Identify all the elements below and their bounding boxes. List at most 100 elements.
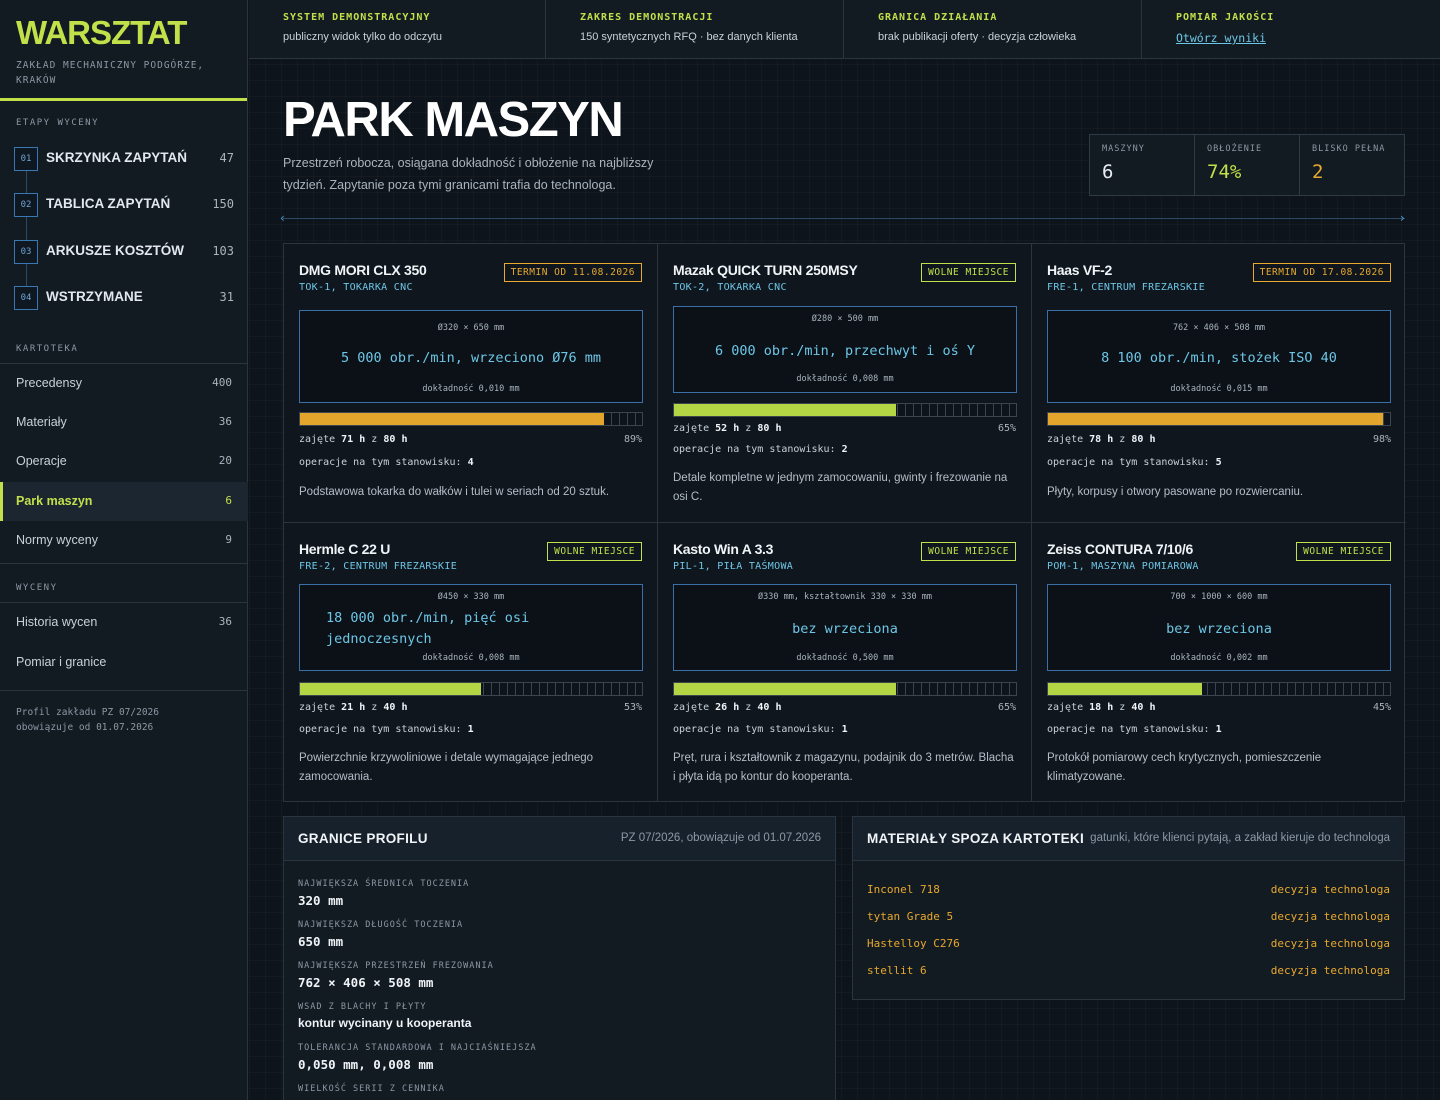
machine-grid: DMG MORI CLX 350 TOK-1, TOKARKA CNC TERMIN… (283, 243, 1406, 802)
limit-item: NAJWIĘKSZA ŚREDNICA TOCZENIA 320 mm (298, 879, 469, 908)
hours-unit: h (733, 702, 740, 713)
limit-value: 650 mm (298, 934, 344, 949)
work-envelope: Ø450 × 330 mm (437, 592, 505, 602)
stage-label: TABLICA ZAPYTAŃ (46, 196, 171, 211)
machine-card[interactable]: DMG MORI CLX 350 TOK-1, TOKARKA CNC TERMIN… (284, 244, 658, 523)
chevron-right-icon[interactable]: › (1400, 211, 1405, 225)
divider (0, 363, 248, 364)
load-percent: 53% (623, 702, 642, 713)
sidebar-item-machine-park[interactable]: Park maszyn 6 (0, 482, 248, 521)
machine-code: FRE-2, CENTRUM FREZARSKIE (299, 561, 458, 572)
page-intro: Przestrzeń robocza, osiągana dokładność … (283, 156, 654, 192)
operations-value: 2 (841, 444, 848, 455)
logo-block: WARSZTAT ZAKŁAD MECHANICZNY PODGÓRZE, KR… (0, 0, 247, 101)
load-bar (1047, 412, 1391, 426)
sidebar-item-count: 20 (218, 454, 232, 467)
machine-description: Płyty, korpusy i otwory pasowane po rozw… (1047, 486, 1304, 498)
open-results-link[interactable]: Otwórz wyniki (1176, 31, 1267, 45)
info-text: 150 syntetycznych RFQ · bez danych klien… (580, 31, 798, 43)
total-hours: 40 (757, 702, 770, 713)
limit-label: WIELKOŚĆ SERII Z CENNIKA (298, 1084, 445, 1094)
sidebar-item-precedents[interactable]: Precedensy 400 (0, 364, 248, 403)
hours-unit: h (1107, 702, 1114, 713)
operations-label: operacje na tym stanowisku: (1047, 724, 1210, 735)
material-decision: decyzja technologa (1270, 937, 1390, 950)
availability-badge: WOLNE MIEJSCE (1296, 542, 1391, 561)
load-percent: 45% (1372, 702, 1391, 713)
load-hours: zajęte 71 h z 80 h (299, 434, 407, 445)
stat-label: OBŁOŻENIE (1207, 144, 1263, 154)
info-title: ZAKRES DEMONSTRACJI (580, 12, 714, 23)
load-percent: 65% (997, 423, 1016, 434)
operations-count: operacje na tym stanowisku: 1 (673, 724, 848, 735)
stage-board[interactable]: 02 TABLICA ZAPYTAŃ 150 (0, 182, 248, 228)
load-word: z (371, 434, 378, 445)
limit-label: NAJWIĘKSZA DŁUGOŚĆ TOCZENIA (298, 920, 464, 930)
sidebar-item-operations[interactable]: Operacje 20 (0, 442, 248, 481)
machine-description: Protokół pomiarowy cech krytycznych, pom… (1047, 752, 1322, 783)
operations-value: 1 (841, 724, 848, 735)
info-bar: SYSTEM DEMONSTRACYJNY publiczny widok ty… (249, 0, 1440, 59)
material-name: tytan Grade 5 (867, 910, 954, 923)
stage-on-hold[interactable]: 04 WSTRZYMANE 31 (0, 275, 248, 321)
sidebar-item-quote-history[interactable]: Historia wycen 36 (0, 603, 248, 642)
machine-card[interactable]: Mazak QUICK TURN 250MSY TOK-2, TOKARKA CN… (658, 244, 1032, 523)
material-row[interactable]: Hastelloy C276 decyzja technologa (867, 937, 1390, 955)
material-row[interactable]: tytan Grade 5 decyzja technologa (867, 910, 1390, 928)
limit-label: TOLERANCJA STANDARDOWA I NAJCIAŚNIEJSZA (298, 1043, 537, 1053)
sidebar-item-label: Normy wyceny (16, 533, 98, 547)
machine-card[interactable]: Zeiss CONTURA 7/10/6 POM-1, MASZYNA POMIA… (1032, 523, 1406, 802)
used-hours: 78 (1089, 434, 1102, 445)
material-row[interactable]: stellit 6 decyzja technologa (867, 964, 1390, 982)
chevron-left-icon[interactable]: ‹ (280, 211, 285, 225)
machine-code: POM-1, MASZYNA POMIAROWA (1047, 561, 1199, 572)
availability-badge: TERMIN OD 11.08.2026 (503, 263, 642, 282)
limit-value: 0,050 mm, 0,008 mm (298, 1057, 434, 1072)
sidebar-item-label: Operacje (16, 454, 67, 468)
panel-title: MATERIAŁY SPOZA KARTOTEKI (867, 831, 1085, 846)
sidebar-item-materials[interactable]: Materiały 36 (0, 403, 248, 442)
stage-count: 47 (219, 151, 234, 165)
machine-name: Zeiss CONTURA 7/10/6 (1047, 541, 1193, 557)
load-word: zajęte (1047, 702, 1084, 713)
spindle-spec: bez wrzeciona (792, 621, 898, 637)
load-bar (1047, 682, 1391, 696)
spindle-spec: bez wrzeciona (1166, 621, 1272, 637)
material-row[interactable]: Inconel 718 decyzja technologa (867, 883, 1390, 901)
spindle-spec: 8 100 obr./min, stożek ISO 40 (1101, 350, 1337, 366)
total-hours: 80 (757, 423, 770, 434)
load-bar (673, 682, 1017, 696)
stage-inbox[interactable]: 01 SKRZYNKA ZAPYTAŃ 47 (0, 136, 248, 182)
operations-value: 4 (467, 457, 474, 468)
used-hours: 71 (341, 434, 354, 445)
stage-cost-sheets[interactable]: 03 ARKUSZE KOSZTÓW 103 (0, 229, 248, 275)
materials-panel: MATERIAŁY SPOZA KARTOTEKI gatunki, które… (852, 816, 1405, 1000)
operations-label: operacje na tym stanowisku: (1047, 457, 1210, 468)
sidebar-item-pricing-norms[interactable]: Normy wyceny 9 (0, 521, 248, 560)
sidebar-item-measurement-limits[interactable]: Pomiar i granice (0, 643, 248, 682)
spec-box: Ø330 mm, kształtownik 330 × 330 mm bez wr… (673, 584, 1017, 671)
hours-unit: h (401, 434, 408, 445)
divider (0, 690, 248, 691)
operations-value: 1 (467, 724, 474, 735)
machine-code: TOK-1, TOKARKA CNC (299, 282, 413, 293)
info-action-limit: GRANICA DZIAŁANIA brak publikacji oferty… (844, 0, 1142, 58)
machine-description: Powierzchnie krzywoliniowe i detale wyma… (299, 752, 594, 783)
operations-count: operacje na tym stanowisku: 1 (1047, 724, 1222, 735)
hours-unit: h (733, 423, 740, 434)
machine-card[interactable]: Hermle C 22 U FRE-2, CENTRUM FREZARSKIE WO… (284, 523, 658, 802)
load-hours: zajęte 26 h z 40 h (673, 702, 781, 713)
machine-name: DMG MORI CLX 350 (299, 262, 427, 278)
info-text: publiczny widok tylko do odczytu (283, 31, 442, 43)
timeline-rule (283, 218, 1405, 219)
logo[interactable]: WARSZTAT (16, 14, 187, 51)
sidebar-item-count: 36 (218, 415, 232, 428)
spindle-spec: 18 000 obr./min, pięć osi jednoczesnych (326, 610, 530, 647)
stat-machines: MASZYNY 6 (1090, 135, 1195, 195)
stage-label: SKRZYNKA ZAPYTAŃ (46, 150, 187, 165)
machine-card[interactable]: Haas VF-2 FRE-1, CENTRUM FREZARSKIE TERMIN… (1032, 244, 1406, 523)
stage-count: 103 (212, 244, 234, 258)
profile-info: Profil zakładu PZ 07/2026 obowiązuje od … (16, 705, 159, 735)
machine-card[interactable]: Kasto Win A 3.3 PIL-1, PIŁA TAŚMOWA WOLNE … (658, 523, 1032, 802)
material-name: Inconel 718 (867, 883, 940, 896)
